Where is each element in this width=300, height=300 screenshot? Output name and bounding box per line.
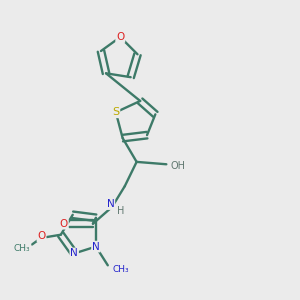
Text: CH₃: CH₃ [14,244,31,253]
Text: H: H [117,206,124,216]
Text: N: N [70,248,78,258]
Text: O: O [38,231,46,241]
Text: OH: OH [171,161,186,171]
Text: O: O [116,32,124,42]
Text: O: O [60,219,68,229]
Text: N: N [106,199,114,209]
Text: S: S [112,107,119,117]
Text: CH₃: CH₃ [112,265,129,274]
Text: N: N [92,242,100,252]
